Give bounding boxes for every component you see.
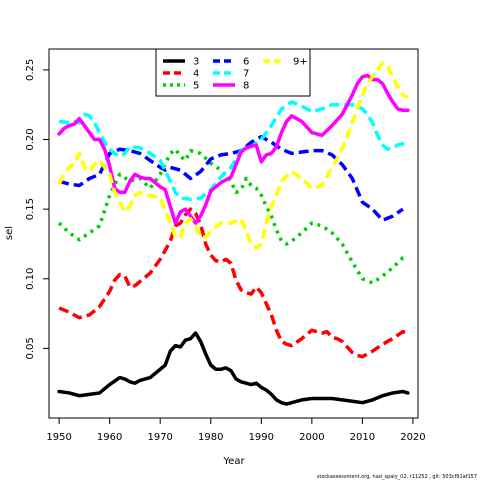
x-tick-label: 1980 xyxy=(198,432,223,443)
y-tick-label: 0.20 xyxy=(25,128,36,150)
legend-label: 4 xyxy=(193,69,199,80)
x-tick-label: 1960 xyxy=(97,432,122,443)
legend-label: 3 xyxy=(193,57,199,68)
footer-note: stockassessment.org, had_spaly_02, r1125… xyxy=(317,474,477,480)
legend-label: 6 xyxy=(243,57,249,68)
series-line-3 xyxy=(57,331,410,406)
series-line-7 xyxy=(58,100,408,202)
y-tick-label: 0.05 xyxy=(25,337,36,359)
y-tick-label: 0.25 xyxy=(25,59,36,81)
x-tick-label: 2010 xyxy=(350,432,375,443)
x-tick-label: 2000 xyxy=(299,432,324,443)
series-line-8 xyxy=(57,73,410,225)
x-axis-title: Year xyxy=(222,456,245,467)
y-axis-title: sel xyxy=(4,226,15,240)
legend-label: 7 xyxy=(243,69,249,80)
series-line-4 xyxy=(58,207,409,359)
legend-label: 9+ xyxy=(293,57,308,68)
legend-label: 5 xyxy=(193,81,199,92)
x-tick-label: 1950 xyxy=(46,432,71,443)
legend-box xyxy=(155,48,311,97)
legend: 345 678 9+ xyxy=(155,48,311,97)
series-layer xyxy=(57,61,410,406)
series-line-9plus xyxy=(57,61,409,250)
x-tick-label: 1970 xyxy=(147,432,172,443)
y-tick-label: 0.10 xyxy=(25,268,36,290)
x-tick-label: 2020 xyxy=(400,432,425,443)
x-tick-label: 1990 xyxy=(249,432,274,443)
plot-frame xyxy=(48,48,419,419)
x-axis: 1950 1960 1970 1980 1990 2000 2010 2020 xyxy=(46,418,426,443)
y-axis: 0.05 0.10 0.15 0.20 0.25 xyxy=(25,59,49,360)
y-tick-label: 0.15 xyxy=(25,198,36,220)
series-line-6 xyxy=(58,134,404,223)
legend-label: 8 xyxy=(243,81,249,92)
